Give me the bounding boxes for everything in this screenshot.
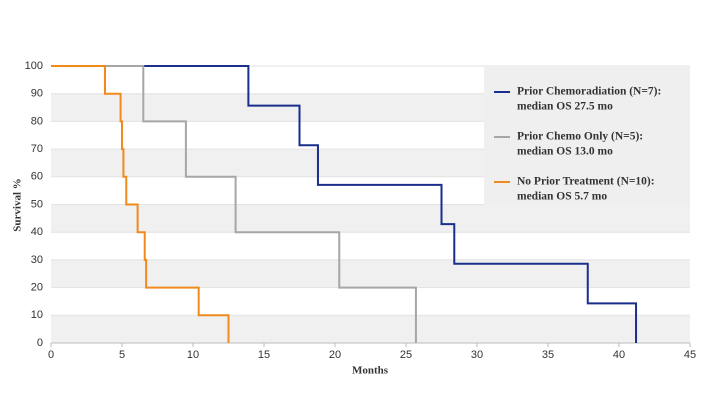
y-tick-label: 20 <box>31 282 43 294</box>
legend-median: median OS 27.5 mo <box>517 101 613 113</box>
y-tick-label: 50 <box>31 198 43 210</box>
legend-median: median OS 13.0 mo <box>517 146 613 158</box>
x-axis-label: Months <box>352 365 389 377</box>
y-tick-label: 80 <box>31 115 43 127</box>
x-tick-label: 20 <box>329 349 341 361</box>
y-tick-label: 100 <box>25 60 43 72</box>
legend-label: Prior Chemo Only (N=5): <box>517 131 643 143</box>
y-tick-label: 30 <box>31 254 43 266</box>
y-tick-label: 70 <box>31 143 43 155</box>
x-tick-label: 40 <box>613 349 625 361</box>
legend-box <box>484 66 690 205</box>
x-tick-label: 10 <box>187 349 199 361</box>
y-tick-label: 40 <box>31 226 43 238</box>
x-tick-label: 35 <box>542 349 554 361</box>
survival-curve <box>51 65 230 343</box>
grid-band <box>51 204 690 233</box>
legend-label: Prior Chemoradiation (N=7): <box>517 86 661 98</box>
y-tick-label: 60 <box>31 171 43 183</box>
survival-curve <box>51 65 638 343</box>
y-tick-label: 90 <box>31 88 43 100</box>
legend-label: No Prior Treatment (N=10): <box>517 176 655 188</box>
survival-curve <box>51 65 417 343</box>
x-tick-label: 15 <box>258 349 270 361</box>
y-tick-label: 0 <box>37 337 43 349</box>
x-tick-label: 45 <box>684 349 696 361</box>
legend-median: median OS 5.7 mo <box>517 191 607 203</box>
x-tick-label: 30 <box>471 349 483 361</box>
y-axis-label: Survival % <box>12 178 24 231</box>
x-tick-label: 0 <box>48 349 54 361</box>
x-tick-label: 5 <box>119 349 125 361</box>
grid-band <box>51 315 690 343</box>
x-tick-label: 25 <box>400 349 412 361</box>
y-tick-label: 10 <box>31 309 43 321</box>
